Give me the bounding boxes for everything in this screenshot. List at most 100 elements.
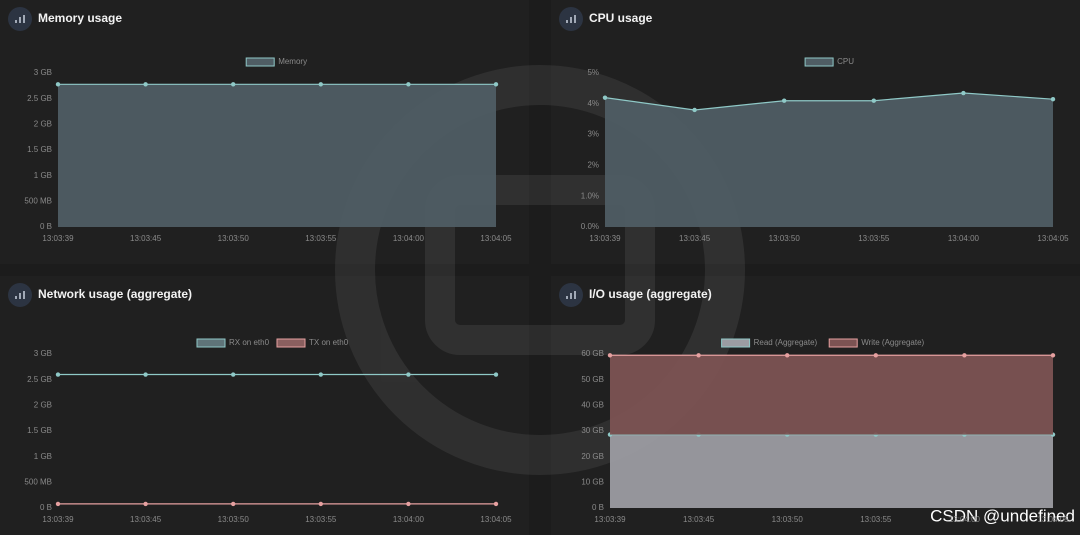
data-point <box>231 501 236 507</box>
data-point <box>55 372 61 377</box>
data-point <box>55 501 61 507</box>
x-tick-label: 13:03:39 <box>594 515 626 524</box>
y-tick-label: 3 GB <box>34 68 52 77</box>
x-tick-label: 13:04:05 <box>1037 515 1069 524</box>
legend-swatch <box>276 338 306 348</box>
data-point <box>493 372 499 377</box>
y-tick-label: 1.0% <box>581 191 599 200</box>
data-point <box>692 107 697 113</box>
x-tick-label: 13:03:55 <box>860 515 892 524</box>
x-tick-label: 13:04:05 <box>480 234 512 243</box>
data-point <box>873 353 878 358</box>
x-tick-label: 13:03:39 <box>42 515 74 524</box>
y-tick-label: 2.5 GB <box>27 94 52 103</box>
x-tick-label: 13:03:45 <box>130 515 162 524</box>
panel-title: I/O usage (aggregate) <box>589 287 712 301</box>
legend-label: CPU <box>837 57 854 66</box>
legend-swatch <box>804 57 834 67</box>
panel-title: Network usage (aggregate) <box>38 287 192 301</box>
legend-label: TX on eth0 <box>309 338 349 347</box>
data-point <box>143 501 148 507</box>
x-tick-label: 13:04:05 <box>480 515 512 524</box>
data-point <box>318 372 323 377</box>
legend-swatch <box>721 338 751 348</box>
legend-label: RX on eth0 <box>229 338 270 347</box>
data-point <box>961 90 966 96</box>
y-tick-label: 30 GB <box>581 426 604 435</box>
x-tick-label: 13:03:50 <box>769 234 801 243</box>
panel-icon-glyph <box>15 291 25 299</box>
x-tick-label: 13:03:39 <box>42 234 74 243</box>
data-point <box>406 372 411 377</box>
data-point <box>143 82 148 87</box>
y-tick-label: 0 B <box>40 222 52 231</box>
data-point <box>231 82 236 87</box>
y-tick-label: 1.5 GB <box>27 426 52 435</box>
y-tick-label: 50 GB <box>581 375 604 384</box>
data-point <box>607 353 613 358</box>
y-tick-label: 2 GB <box>34 400 52 409</box>
x-tick-label: 13:04:00 <box>948 234 980 243</box>
data-point <box>962 353 967 358</box>
panel <box>0 276 529 535</box>
x-tick-label: 13:03:45 <box>130 234 162 243</box>
legend-swatch <box>245 57 275 67</box>
y-tick-label: 1 GB <box>34 452 52 461</box>
data-point <box>55 82 61 87</box>
panel-title: Memory usage <box>38 11 122 25</box>
x-tick-label: 13:03:50 <box>218 515 250 524</box>
x-tick-label: 13:03:50 <box>218 234 250 243</box>
legend-label: Read (Aggregate) <box>754 338 818 347</box>
x-tick-label: 13:03:55 <box>858 234 890 243</box>
area-fill <box>610 355 1053 435</box>
data-point <box>318 82 323 87</box>
y-tick-label: 0.0% <box>581 222 599 231</box>
legend-label: Write (Aggregate) <box>861 338 924 347</box>
x-tick-label: 13:04:05 <box>1037 234 1069 243</box>
watermark: CSDN @undefined <box>930 506 1075 525</box>
watermark-logo <box>335 65 745 475</box>
data-point <box>493 501 499 507</box>
legend-swatch <box>196 338 226 348</box>
x-tick-label: 13:04:00 <box>393 234 425 243</box>
y-tick-label: 40 GB <box>581 400 604 409</box>
data-point <box>1050 353 1056 358</box>
x-tick-label: 13:03:50 <box>772 515 804 524</box>
panel-title: CPU usage <box>589 11 653 25</box>
y-tick-label: 3 GB <box>34 349 52 358</box>
y-tick-label: 0 B <box>592 503 604 512</box>
panel-icon-glyph <box>15 15 25 23</box>
x-tick-label: 13:04:00 <box>393 515 425 524</box>
y-tick-label: 4% <box>587 99 599 108</box>
series-line <box>604 92 1054 111</box>
data-point <box>696 353 701 358</box>
y-tick-label: 10 GB <box>581 477 604 486</box>
y-tick-label: 0 B <box>40 503 52 512</box>
y-tick-label: 5% <box>587 68 599 77</box>
panel-icon-glyph <box>566 15 576 23</box>
y-tick-label: 500 MB <box>24 477 52 486</box>
x-tick-label: 13:03:45 <box>683 515 715 524</box>
y-tick-label: 2 GB <box>34 119 52 128</box>
legend-swatch <box>828 338 858 348</box>
data-point <box>406 501 411 507</box>
data-point <box>143 372 148 377</box>
data-point <box>785 353 790 358</box>
x-tick-label: 13:03:55 <box>305 515 337 524</box>
data-point <box>406 82 411 87</box>
data-point <box>782 98 787 103</box>
data-point <box>493 82 499 87</box>
x-tick-label: 13:04:00 <box>949 515 981 524</box>
y-tick-label: 2.5 GB <box>27 375 52 384</box>
area-fill <box>605 93 1053 228</box>
y-tick-label: 500 MB <box>24 196 52 205</box>
data-point <box>871 98 876 103</box>
data-point <box>231 372 236 377</box>
y-tick-label: 1.5 GB <box>27 145 52 154</box>
area-fill <box>610 434 1053 508</box>
data-point <box>1050 96 1056 102</box>
area-fill <box>58 84 496 227</box>
x-tick-label: 13:03:45 <box>679 234 711 243</box>
x-tick-label: 13:03:55 <box>305 234 337 243</box>
